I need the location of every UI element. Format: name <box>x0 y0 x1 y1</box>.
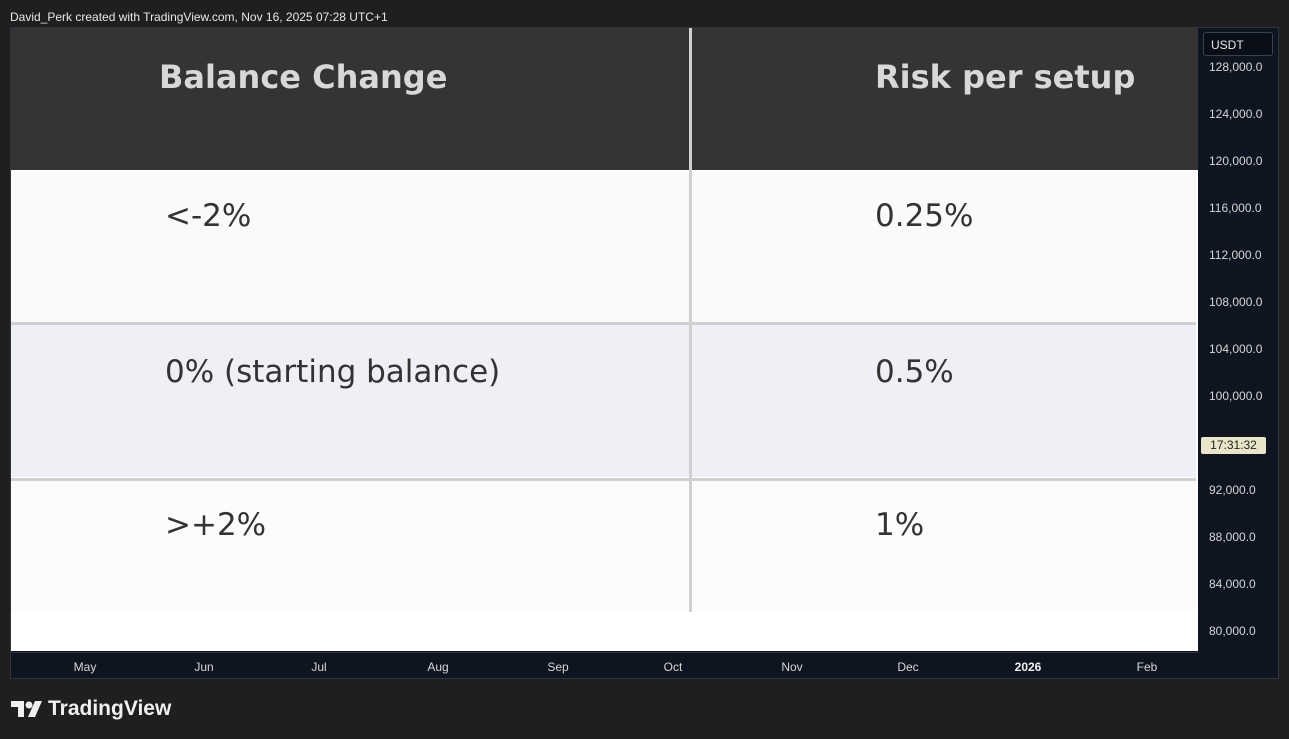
price-scale: 128,000.0 124,000.0 120,000.0 116,000.0 112,… <box>1199 28 1278 651</box>
time-label: Jun <box>194 660 214 674</box>
table-cell: 1% <box>875 507 925 543</box>
chart-area: Balance Change Risk per setup <-2% 0.25% 0% … <box>11 28 1198 651</box>
time-label: Dec <box>897 660 919 674</box>
table-cell: 0.25% <box>875 198 974 234</box>
caption: David_Perk created with TradingView.com,… <box>10 10 388 24</box>
currency-button[interactable]: USDT <box>1203 32 1273 56</box>
table-header: Balance Change <box>11 28 689 170</box>
time-badge: 17:31:32 <box>1201 437 1266 454</box>
time-label: Oct <box>663 660 683 674</box>
time-label: Feb <box>1136 660 1158 674</box>
row-separator <box>11 478 1196 481</box>
time-scale: May Jun Jul Aug Sep Oct Nov Dec 2026 Feb <box>11 652 1198 679</box>
table-cell: >+2% <box>165 507 267 543</box>
price-label: 92,000.0 <box>1209 483 1256 497</box>
price-label: 128,000.0 <box>1209 60 1263 74</box>
time-label: Jul <box>311 660 327 674</box>
price-label: 112,000.0 <box>1209 248 1262 262</box>
table-cell: <-2% <box>165 198 252 234</box>
price-label: 104,000.0 <box>1209 342 1263 356</box>
time-label: Sep <box>547 660 569 674</box>
table-row <box>11 325 1196 477</box>
column-separator <box>689 28 692 612</box>
price-label: 124,000.0 <box>1209 107 1263 121</box>
time-label: May <box>73 660 97 674</box>
time-label: Aug <box>427 660 449 674</box>
price-label: 108,000.0 <box>1209 295 1263 309</box>
price-label: 84,000.0 <box>1209 577 1256 591</box>
table-row <box>11 172 1196 322</box>
time-label: Nov <box>781 660 803 674</box>
price-label: 88,000.0 <box>1209 530 1256 544</box>
price-label: 120,000.0 <box>1209 154 1263 168</box>
table-cell: 0.5% <box>875 354 954 390</box>
brand-name: TradingView <box>48 697 172 720</box>
price-label: 80,000.0 <box>1209 624 1256 638</box>
time-label: 2026 <box>1014 660 1042 674</box>
table-header: Risk per setup <box>691 28 1198 170</box>
brand-logo <box>11 701 42 717</box>
table-cell: 0% (starting balance) <box>165 354 501 390</box>
price-label: 116,000.0 <box>1209 201 1262 215</box>
row-separator <box>11 322 1196 325</box>
table-row <box>11 481 1196 612</box>
price-label: 100,000.0 <box>1209 389 1263 403</box>
